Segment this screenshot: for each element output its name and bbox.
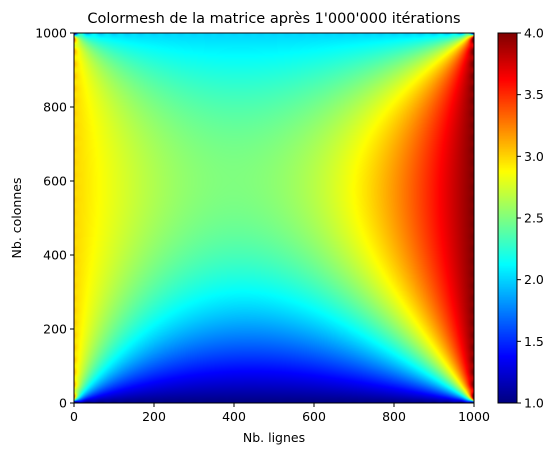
x-tick-label: 600 <box>302 409 326 424</box>
x-tick-label: 400 <box>222 409 246 424</box>
y-tick-label: 0 <box>59 396 67 411</box>
x-tick-label: 0 <box>70 409 78 424</box>
colorbar-gradient <box>498 33 517 403</box>
colorbar-tick-label: 3.0 <box>524 149 544 164</box>
x-axis-label: Nb. lignes <box>243 430 305 445</box>
y-tick-label: 200 <box>43 322 67 337</box>
x-tick-label: 1000 <box>458 409 490 424</box>
chart-title: Colormesh de la matrice après 1'000'000 … <box>87 11 460 27</box>
plot-frame <box>73 32 475 404</box>
colorbar-tick-label: 1.0 <box>524 396 544 411</box>
y-axis-label: Nb. colonnes <box>9 178 24 259</box>
colorbar-tick-label: 4.0 <box>524 26 544 41</box>
colorbar-tick-label: 2.0 <box>524 272 544 287</box>
y-tick-label: 800 <box>43 100 67 115</box>
x-tick-label: 200 <box>142 409 166 424</box>
x-tick-label: 800 <box>382 409 406 424</box>
y-tick-label: 1000 <box>35 26 67 41</box>
colorbar-tick-label: 3.5 <box>524 87 544 102</box>
heatmap-mesh <box>74 33 474 403</box>
y-axis-ticks: 0 200 400 600 800 1000 <box>35 26 74 411</box>
colorbar-ticks: 1.0 1.5 2.0 2.5 3.0 3.5 4.0 <box>517 26 544 411</box>
colorbar-frame <box>497 32 518 404</box>
x-axis-ticks: 0 200 400 600 800 1000 <box>70 403 490 424</box>
y-tick-label: 400 <box>43 248 67 263</box>
colorbar-tick-label: 2.5 <box>524 211 544 226</box>
colorbar-tick-label: 1.5 <box>524 334 544 349</box>
y-tick-label: 600 <box>43 174 67 189</box>
